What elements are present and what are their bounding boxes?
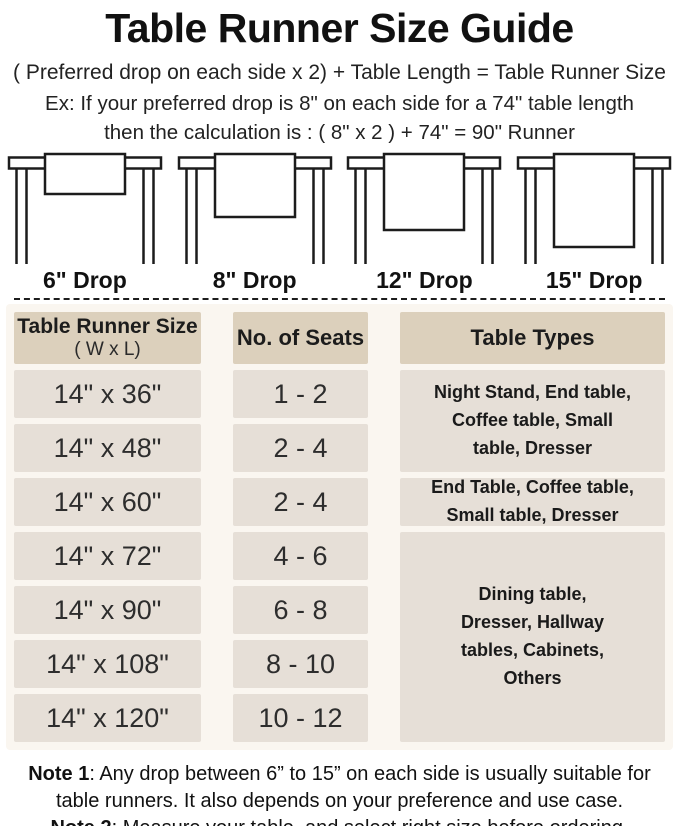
size-cell: 14" x 60" bbox=[14, 478, 201, 526]
header-runner-size-line2: ( W x L) bbox=[74, 339, 141, 361]
formula-line: ( Preferred drop on each side x 2) + Tab… bbox=[13, 61, 666, 84]
size-cell: 14" x 90" bbox=[14, 586, 201, 634]
size-cell: 14" x 72" bbox=[14, 532, 201, 580]
drop-label-12in: 12" Drop bbox=[376, 266, 473, 293]
note2-text: : Measure your table, and select right s… bbox=[112, 817, 629, 826]
note1-text: : Any drop between 6” to 15” on each sid… bbox=[55, 763, 651, 812]
header-runner-size-line1: Table Runner Size bbox=[17, 314, 198, 338]
seats-value: 2 - 4 bbox=[273, 432, 328, 463]
header-seats-label: No. of Seats bbox=[236, 325, 365, 350]
seats-value: 2 - 4 bbox=[273, 486, 328, 517]
drop-label-8in: 8" Drop bbox=[212, 266, 297, 293]
table-drop-illustration-8in bbox=[170, 151, 340, 264]
size-cell: 14" x 108" bbox=[14, 640, 201, 688]
dashed-divider bbox=[14, 298, 665, 300]
table-types-cell-medium: End Table, Coffee table, Small table, Dr… bbox=[400, 477, 665, 526]
size-value: 14" x 90" bbox=[53, 594, 162, 625]
page-title: Table Runner Size Guide bbox=[105, 5, 574, 51]
table-types-text: Night Stand, End table, Coffee table, Sm… bbox=[434, 382, 631, 458]
size-value: 14" x 120" bbox=[46, 702, 169, 733]
header-table-types: Table Types bbox=[400, 312, 665, 364]
table-runner-drawing-icon bbox=[7, 152, 163, 264]
seats-value: 6 - 8 bbox=[273, 594, 328, 625]
seats-cell: 1 - 2 bbox=[233, 370, 368, 418]
table-runner-drawing-icon bbox=[516, 152, 672, 264]
seats-value: 8 - 10 bbox=[265, 648, 336, 679]
table-drop-illustration-12in bbox=[340, 151, 510, 264]
seats-cell: 10 - 12 bbox=[233, 694, 368, 742]
seats-value: 4 - 6 bbox=[273, 540, 328, 571]
size-table-panel: Table Runner Size ( W x L) No. of Seats … bbox=[6, 304, 673, 750]
size-value: 14" x 72" bbox=[53, 540, 162, 571]
size-cell: 14" x 36" bbox=[14, 370, 201, 418]
size-cell: 14" x 48" bbox=[14, 424, 201, 472]
size-value: 14" x 48" bbox=[53, 432, 162, 463]
size-value: 14" x 36" bbox=[53, 378, 162, 409]
drop-illustrations bbox=[0, 151, 679, 264]
table-runner-drawing-icon bbox=[347, 152, 502, 264]
table-types-cell-small: Night Stand, End table, Coffee table, Sm… bbox=[400, 370, 665, 472]
drop-label-15in: 15" Drop bbox=[545, 266, 643, 293]
table-types-text: End Table, Coffee table, Small table, Dr… bbox=[431, 477, 634, 525]
table-drop-illustration-6in bbox=[0, 151, 170, 264]
drop-labels-row: 6" Drop 8" Drop 12" Drop 15" Drop bbox=[0, 264, 679, 296]
example-line-1: Ex: If your preferred drop is 8" on each… bbox=[45, 92, 634, 115]
size-value: 14" x 108" bbox=[46, 648, 169, 679]
seats-value: 10 - 12 bbox=[258, 702, 343, 733]
drop-label-6in: 6" Drop bbox=[43, 266, 127, 293]
seats-cell: 2 - 4 bbox=[233, 424, 368, 472]
size-cell: 14" x 120" bbox=[14, 694, 201, 742]
header-runner-size: Table Runner Size ( W x L) bbox=[14, 312, 201, 364]
note1-label: Note 1 bbox=[28, 763, 90, 785]
notes-section: Note 1: Any drop between 6” to 15” on ea… bbox=[0, 761, 679, 826]
seats-cell: 6 - 8 bbox=[233, 586, 368, 634]
table-runner-drawing-icon bbox=[177, 152, 332, 264]
table-types-cell-large: Dining table, Dresser, Hallway tables, C… bbox=[400, 532, 665, 742]
note2-label: Note 2 bbox=[50, 817, 111, 826]
seats-cell: 8 - 10 bbox=[233, 640, 368, 688]
seats-value: 1 - 2 bbox=[273, 378, 328, 409]
example-line-2: then the calculation is : ( 8" x 2 ) + 7… bbox=[104, 121, 575, 144]
size-value: 14" x 60" bbox=[53, 486, 162, 517]
size-table: Table Runner Size ( W x L) No. of Seats … bbox=[14, 312, 665, 742]
table-types-text: Dining table, Dresser, Hallway tables, C… bbox=[460, 584, 605, 688]
table-drop-illustration-15in bbox=[509, 151, 679, 264]
header-seats: No. of Seats bbox=[233, 312, 368, 364]
header-table-types-label: Table Types bbox=[470, 325, 595, 350]
seats-cell: 2 - 4 bbox=[233, 478, 368, 526]
seats-cell: 4 - 6 bbox=[233, 532, 368, 580]
